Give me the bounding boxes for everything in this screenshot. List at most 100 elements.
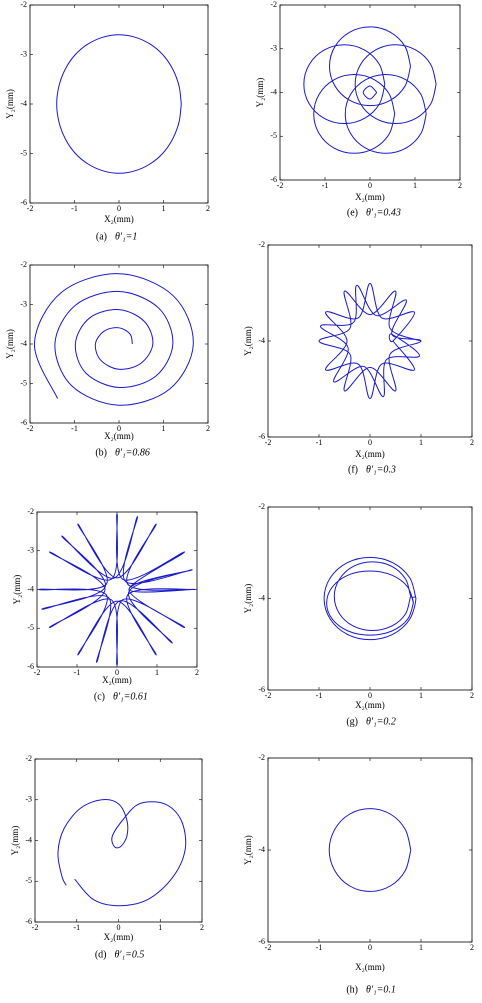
- caption-label: (f): [348, 464, 358, 475]
- panel: -2 -1 0 1 2 -6 -5 -4 -3 -2 X₂(mm) Y₂(mm) (e) θ′₁=0.43: [255, 0, 462, 218]
- caption-label: (c): [94, 691, 105, 702]
- y-tick-label: -2: [25, 754, 32, 763]
- trajectory: [57, 799, 187, 907]
- x-axis-label: X₂(mm): [355, 962, 385, 972]
- x-tick-label: 1: [158, 923, 162, 932]
- caption-label: (e): [347, 207, 358, 218]
- y-tick-label: -3: [270, 44, 277, 53]
- y-axis-label: Y₂(mm): [10, 826, 20, 856]
- y-tick-label: -3: [27, 546, 34, 555]
- y-tick-label: -4: [258, 593, 265, 602]
- x-tick-label: -2: [34, 668, 41, 677]
- plot-area: [318, 282, 422, 400]
- y-axis-label: Y₂(mm): [5, 329, 15, 359]
- plot-area: [323, 556, 417, 641]
- x-axis-label: X₂(mm): [355, 192, 385, 202]
- y-tick-label: -4: [25, 835, 32, 844]
- panel: -2 -1 0 1 2 -6 -4 -2 X₂(mm) Y₂(mm) (g) θ′₁=0.2: [243, 502, 474, 727]
- y-tick-label: -2: [270, 0, 277, 9]
- x-tick-label: -2: [32, 923, 39, 932]
- x-tick-label: -1: [71, 424, 78, 433]
- x-tick-label: 0: [115, 668, 119, 677]
- x-tick-label: -1: [322, 181, 329, 190]
- x-tick-label: 1: [155, 668, 159, 677]
- plot-area: [57, 799, 187, 907]
- x-tick-label: 1: [419, 438, 423, 447]
- trajectory: [318, 282, 422, 400]
- y-axis-label: Y₂(mm): [255, 78, 265, 108]
- caption: θ′₁=0.1: [366, 984, 396, 995]
- x-tick-label: 2: [470, 691, 474, 700]
- x-tick-label: 2: [458, 181, 462, 190]
- y-tick-label: -5: [20, 148, 27, 157]
- trajectory: [323, 556, 417, 641]
- caption: θ′₁=0.43: [366, 207, 401, 218]
- y-tick-label: -5: [27, 623, 34, 632]
- x-tick-label: -2: [265, 691, 272, 700]
- y-tick-label: -5: [270, 131, 277, 140]
- trajectory: [303, 26, 437, 154]
- y-tick-label: -2: [27, 507, 34, 516]
- x-tick-label: 1: [162, 424, 166, 433]
- x-tick-label: -1: [316, 943, 323, 952]
- plot-frame: [267, 506, 473, 691]
- y-axis-label: Y₂(mm): [243, 835, 253, 865]
- plot-frame: [267, 244, 473, 438]
- panel: -2 -1 0 1 2 -6 -5 -4 -3 -2 X₂(mm) Y₂(mm) (a) θ′₁=1: [5, 0, 210, 242]
- trajectory: [33, 273, 194, 406]
- y-tick-label: -4: [27, 584, 34, 593]
- y-tick-label: -2: [20, 0, 27, 9]
- y-tick-label: -4: [258, 336, 265, 345]
- x-tick-label: -2: [265, 943, 272, 952]
- plot-area: [38, 513, 196, 666]
- x-axis-label: X₂(mm): [104, 214, 134, 224]
- y-tick-label: -3: [25, 795, 32, 804]
- caption-label: (d): [95, 949, 107, 960]
- x-tick-label: 2: [470, 943, 474, 952]
- plot-area: [33, 273, 194, 406]
- trajectory: [38, 513, 196, 666]
- caption-label: (h): [346, 984, 358, 995]
- caption-label: (a): [96, 231, 107, 242]
- y-tick-label: -6: [20, 198, 27, 207]
- y-tick-label: -2: [258, 753, 265, 762]
- x-tick-label: 1: [413, 181, 417, 190]
- x-tick-label: 0: [368, 181, 372, 190]
- y-axis-label: Y₂(mm): [243, 584, 253, 614]
- x-tick-label: 0: [368, 691, 372, 700]
- x-axis-label: X₂(mm): [355, 700, 385, 710]
- y-axis-label: Y₂(mm): [5, 89, 15, 119]
- x-tick-label: -1: [71, 204, 78, 213]
- y-tick-label: -5: [25, 876, 32, 885]
- x-tick-label: -2: [265, 438, 272, 447]
- x-tick-label: -1: [316, 438, 323, 447]
- y-tick-label: -6: [25, 917, 32, 926]
- x-tick-label: -1: [74, 668, 81, 677]
- y-tick-label: -4: [270, 87, 277, 96]
- y-tick-label: -4: [20, 339, 27, 348]
- trajectory: [328, 808, 412, 892]
- y-axis-label: Y₂(mm): [12, 575, 22, 605]
- panel: -2 -1 0 1 2 -6 -4 -2 X₂(mm) Y₂(mm) (f) θ′₁=0.3: [243, 240, 474, 475]
- x-tick-label: -2: [27, 204, 34, 213]
- caption: θ′₁=0.61: [113, 691, 148, 702]
- x-tick-label: 2: [206, 204, 210, 213]
- x-axis-label: X₂(mm): [104, 431, 134, 441]
- x-tick-label: 1: [162, 204, 166, 213]
- y-tick-label: -3: [20, 49, 27, 58]
- plot-area: [56, 34, 182, 174]
- y-tick-label: -6: [258, 432, 265, 441]
- panel: -2 -1 0 1 2 -6 -5 -4 -3 -2 X₂(mm) Y₂(mm) (d) θ′₁=0.5: [10, 754, 204, 960]
- x-tick-label: 2: [470, 438, 474, 447]
- y-tick-label: -6: [20, 418, 27, 427]
- caption: θ′₁=0.5: [115, 949, 145, 960]
- x-tick-label: 0: [368, 943, 372, 952]
- panel: -2 -1 0 1 2 -6 -4 -2 X₂(mm) Y₂(mm) (h) θ′₁=0.1: [243, 753, 474, 995]
- x-tick-label: 2: [200, 923, 204, 932]
- x-tick-label: -1: [316, 691, 323, 700]
- y-tick-label: -2: [20, 260, 27, 269]
- caption: θ′₁=0.3: [366, 464, 396, 475]
- x-tick-label: -1: [73, 923, 80, 932]
- caption-label: (g): [346, 716, 358, 727]
